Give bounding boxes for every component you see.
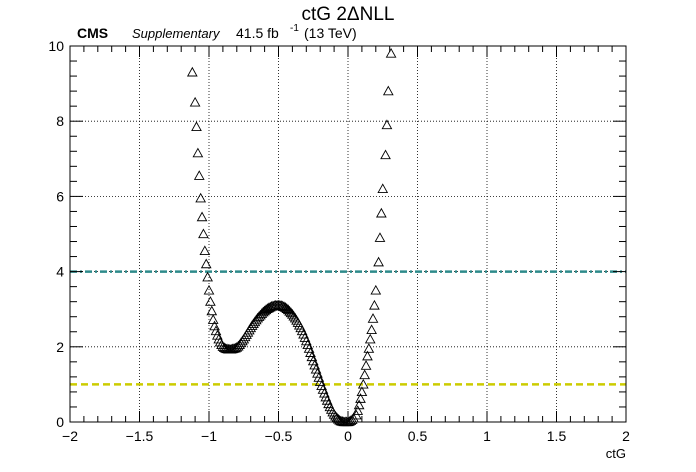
data-point	[306, 351, 318, 362]
data-point	[324, 401, 336, 412]
data-point	[348, 412, 359, 423]
data-point	[363, 343, 375, 353]
data-point	[360, 360, 372, 370]
data-point	[310, 363, 322, 374]
data-point	[300, 335, 312, 346]
energy-label: (13 TeV)	[304, 25, 357, 41]
x-tick-label: 1.5	[547, 428, 567, 444]
data-point	[202, 271, 213, 282]
x-axis-label: ctG	[606, 446, 626, 461]
data-point	[193, 170, 205, 180]
data-point	[373, 256, 384, 267]
grid-lines	[70, 46, 626, 422]
data-point	[377, 183, 389, 194]
x-tick-label: 2	[622, 428, 630, 444]
data-point	[370, 284, 382, 295]
plot-frame	[69, 45, 627, 423]
data-point	[205, 296, 216, 306]
data-point	[302, 339, 314, 350]
x-tick-label: −2	[62, 428, 78, 444]
data-point	[207, 314, 219, 324]
data-point	[355, 393, 366, 403]
data-point	[303, 343, 315, 353]
reference-lines	[70, 270, 626, 386]
data-point	[198, 228, 209, 239]
luminosity-exponent: -1	[290, 23, 299, 34]
x-tick-label: −0.5	[265, 428, 293, 444]
data-point	[191, 121, 202, 131]
tick-labels: −2 −1.5 −1 −0.5 0 0.5 1 1.5 2 0 2 4 6 8 10	[48, 38, 630, 444]
y-tick-label: 8	[56, 113, 64, 129]
data-point	[307, 355, 319, 366]
data-points	[186, 47, 397, 427]
data-point	[313, 372, 325, 382]
data-point	[211, 329, 223, 340]
data-point	[192, 147, 204, 158]
data-point	[385, 47, 397, 58]
data-point	[206, 305, 218, 316]
data-point	[305, 347, 316, 357]
data-point	[359, 369, 371, 380]
luminosity-label: 41.5 fb	[236, 25, 279, 41]
data-point	[195, 192, 207, 203]
y-tick-label: 0	[56, 414, 64, 430]
data-point	[278, 301, 290, 312]
y-tick-label: 2	[56, 339, 64, 355]
data-point	[189, 96, 201, 107]
data-point	[280, 302, 291, 312]
data-point	[356, 386, 368, 397]
data-point	[277, 300, 289, 311]
data-point	[381, 119, 393, 130]
data-point	[364, 333, 376, 344]
data-point	[382, 85, 394, 96]
y-tick-label: 6	[56, 188, 64, 204]
data-point	[317, 384, 329, 394]
data-point	[352, 405, 364, 415]
data-point	[375, 207, 387, 218]
y-tick-label: 4	[56, 264, 64, 280]
data-point	[312, 367, 323, 378]
data-point	[380, 149, 391, 160]
y-tick-label: 10	[48, 38, 64, 54]
x-tick-label: 0.5	[408, 428, 428, 444]
data-point	[319, 387, 330, 398]
data-point	[200, 258, 212, 269]
data-point	[210, 325, 222, 336]
data-point	[374, 232, 386, 242]
data-point	[332, 413, 344, 424]
data-point	[230, 342, 241, 353]
x-tick-label: −1.5	[126, 428, 154, 444]
data-point	[369, 299, 380, 310]
x-tick-label: 1	[483, 428, 491, 444]
data-point	[366, 324, 377, 335]
cms-label: CMS	[77, 25, 108, 41]
axis-ticks	[69, 45, 627, 423]
x-tick-label: −1	[201, 428, 217, 444]
x-tick-label: 0	[344, 428, 352, 444]
data-point	[309, 359, 321, 370]
data-point	[203, 284, 215, 295]
data-point	[316, 380, 327, 391]
data-point	[367, 313, 379, 323]
data-point	[344, 416, 355, 426]
chart-title: ctG 2ΔNLL	[302, 4, 395, 25]
data-point	[199, 245, 211, 256]
data-point	[357, 378, 369, 389]
data-point	[217, 341, 229, 351]
data-point	[196, 211, 208, 222]
data-point	[362, 350, 373, 361]
supplementary-label: Supplementary	[132, 26, 221, 41]
data-point	[345, 415, 357, 426]
data-point	[353, 399, 365, 410]
data-point	[314, 376, 326, 386]
data-point	[232, 340, 244, 351]
data-point	[186, 66, 198, 77]
